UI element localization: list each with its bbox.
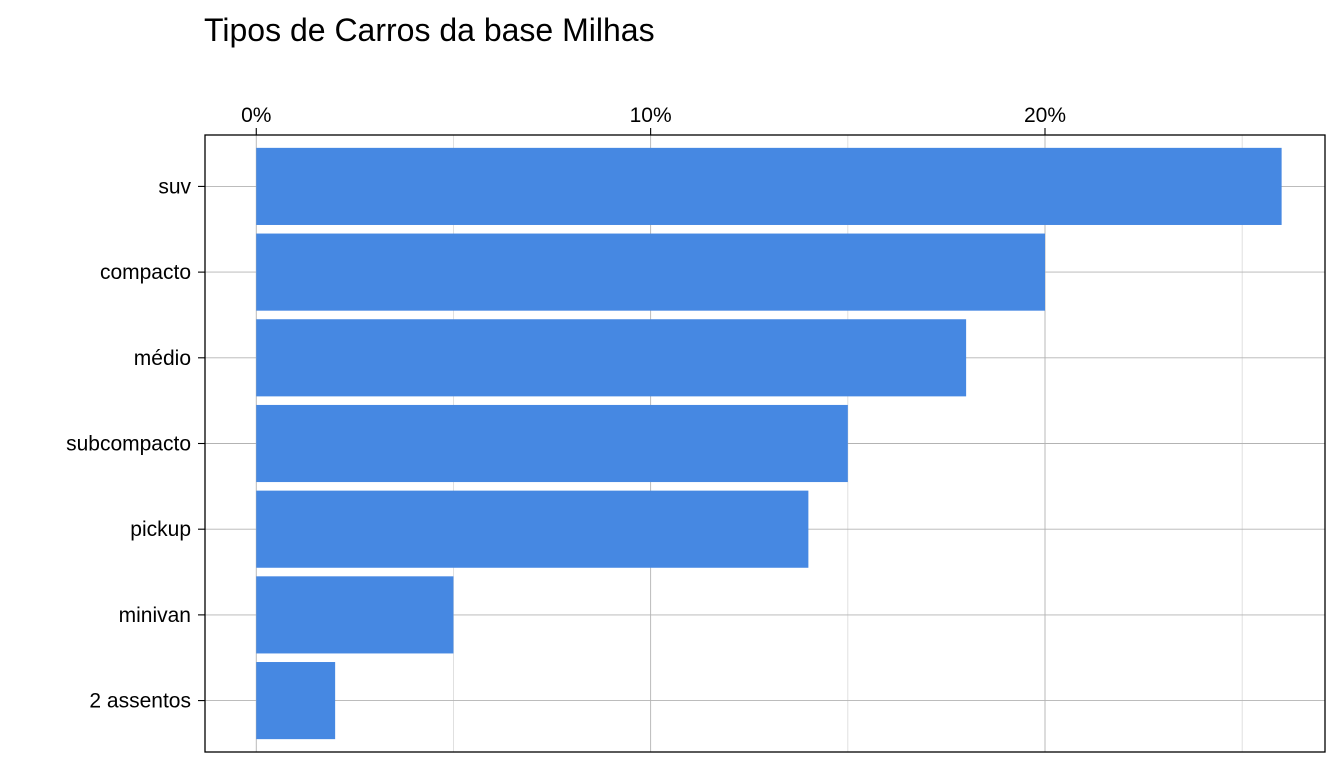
category-label: médio [134, 347, 191, 370]
chart-title: Tipos de Carros da base Milhas [204, 12, 655, 48]
plot-border [204, 134, 1326, 753]
bar-suv [256, 147, 1282, 225]
category-label: pickup [130, 518, 191, 541]
x-axis-ticks: 0% 10% 20% [241, 104, 1066, 135]
y-axis-categories: suv compacto médio subcompacto pickup minivan… [66, 175, 205, 713]
bar-2-assentos [256, 662, 336, 740]
category-label: subcompacto [66, 433, 191, 456]
category-label: compacto [100, 261, 191, 284]
category-label: suv [158, 175, 191, 198]
x-tick-label: 10% [630, 104, 672, 127]
category-label: minivan [119, 604, 191, 627]
bar-minivan [256, 576, 454, 654]
bar-subcompacto [256, 404, 848, 483]
bar-médio [256, 319, 967, 397]
x-tick-label: 0% [241, 104, 271, 127]
x-tick-label: 20% [1024, 104, 1066, 127]
category-label: 2 assentos [89, 690, 191, 713]
bars [256, 147, 1282, 740]
bar-compacto [256, 233, 1046, 311]
bar-pickup [256, 490, 809, 568]
